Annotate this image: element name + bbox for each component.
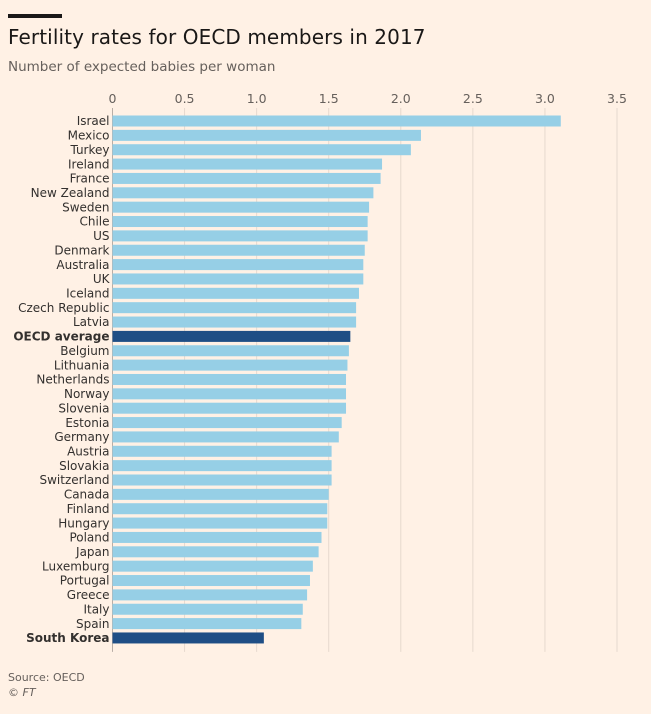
bar bbox=[112, 431, 339, 443]
bar bbox=[112, 488, 329, 500]
category-label: Slovenia bbox=[58, 401, 109, 415]
bar bbox=[112, 632, 264, 644]
bar bbox=[112, 230, 368, 242]
bar bbox=[112, 144, 411, 156]
bar bbox=[112, 460, 332, 472]
bar bbox=[112, 302, 357, 314]
chart-subtitle: Number of expected babies per woman bbox=[8, 59, 276, 75]
category-label: Iceland bbox=[66, 287, 109, 301]
category-label: Mexico bbox=[68, 129, 110, 143]
category-label: Finland bbox=[67, 502, 110, 516]
bar bbox=[112, 589, 308, 601]
bar bbox=[112, 560, 313, 572]
x-tick-label: 1.5 bbox=[319, 91, 339, 106]
category-label: Denmark bbox=[54, 243, 109, 257]
category-label: Greece bbox=[67, 588, 110, 602]
credit-note: © FT bbox=[8, 686, 36, 699]
category-label: Israel bbox=[77, 114, 110, 128]
x-tick-label: 2.0 bbox=[391, 91, 411, 106]
bar bbox=[112, 517, 328, 529]
chart-title: Fertility rates for OECD members in 2017 bbox=[8, 25, 426, 49]
category-label: Austria bbox=[67, 444, 109, 458]
bar bbox=[112, 373, 347, 385]
category-label: Portugal bbox=[60, 574, 110, 588]
category-label: Sweden bbox=[62, 200, 109, 214]
category-label: Canada bbox=[64, 488, 110, 502]
bar bbox=[112, 474, 332, 486]
category-label: Estonia bbox=[65, 416, 109, 430]
bar bbox=[112, 330, 351, 342]
category-label: US bbox=[93, 229, 109, 243]
category-label: Lithuania bbox=[54, 358, 110, 372]
bar bbox=[112, 531, 322, 543]
category-label: New Zealand bbox=[31, 186, 110, 200]
x-tick-label: 0 bbox=[109, 91, 117, 106]
x-tick-label: 3.5 bbox=[607, 91, 627, 106]
bar bbox=[112, 546, 319, 558]
top-rule bbox=[8, 14, 62, 18]
category-label: Germany bbox=[54, 430, 109, 444]
bar bbox=[112, 115, 561, 127]
category-label: UK bbox=[93, 272, 111, 286]
bar bbox=[112, 388, 347, 400]
category-label: Japan bbox=[75, 545, 109, 559]
bar bbox=[112, 287, 359, 299]
category-label: Poland bbox=[69, 531, 109, 545]
bar bbox=[112, 244, 365, 256]
bar bbox=[112, 187, 374, 199]
bar bbox=[112, 417, 342, 429]
category-label: Netherlands bbox=[36, 373, 109, 387]
bar bbox=[112, 359, 348, 371]
bar bbox=[112, 316, 357, 328]
x-tick-label: 1.0 bbox=[247, 91, 267, 106]
category-label: Hungary bbox=[58, 516, 109, 530]
x-tick-label: 2.5 bbox=[463, 91, 483, 106]
category-label: Australia bbox=[56, 258, 109, 272]
category-label: Latvia bbox=[73, 315, 110, 329]
bar bbox=[112, 259, 364, 271]
category-label: France bbox=[70, 172, 110, 186]
category-label: Norway bbox=[64, 387, 110, 401]
bar bbox=[112, 618, 302, 630]
category-label: Belgium bbox=[60, 344, 109, 358]
category-label: Slovakia bbox=[59, 459, 109, 473]
category-label: Switzerland bbox=[40, 473, 110, 487]
bar bbox=[112, 445, 332, 457]
bar bbox=[112, 575, 310, 587]
bar bbox=[112, 129, 421, 141]
category-label: OECD average bbox=[13, 330, 109, 344]
category-label: Spain bbox=[76, 617, 110, 631]
bar bbox=[112, 402, 347, 414]
category-label: Luxemburg bbox=[42, 559, 109, 573]
bar bbox=[112, 172, 381, 184]
bar bbox=[112, 158, 383, 170]
x-tick-label: 0.5 bbox=[175, 91, 195, 106]
x-tick-label: 3.0 bbox=[535, 91, 555, 106]
category-label: Italy bbox=[83, 602, 109, 616]
category-label: South Korea bbox=[26, 631, 109, 645]
bar bbox=[112, 603, 303, 615]
bar bbox=[112, 216, 368, 228]
bar bbox=[112, 273, 364, 285]
source-note: Source: OECD bbox=[8, 671, 85, 684]
bar bbox=[112, 201, 370, 213]
category-label: Ireland bbox=[68, 157, 110, 171]
category-label: Turkey bbox=[69, 143, 109, 157]
category-label: Czech Republic bbox=[18, 301, 109, 315]
bar bbox=[112, 345, 349, 357]
bar bbox=[112, 503, 328, 515]
category-label: Chile bbox=[79, 215, 109, 229]
